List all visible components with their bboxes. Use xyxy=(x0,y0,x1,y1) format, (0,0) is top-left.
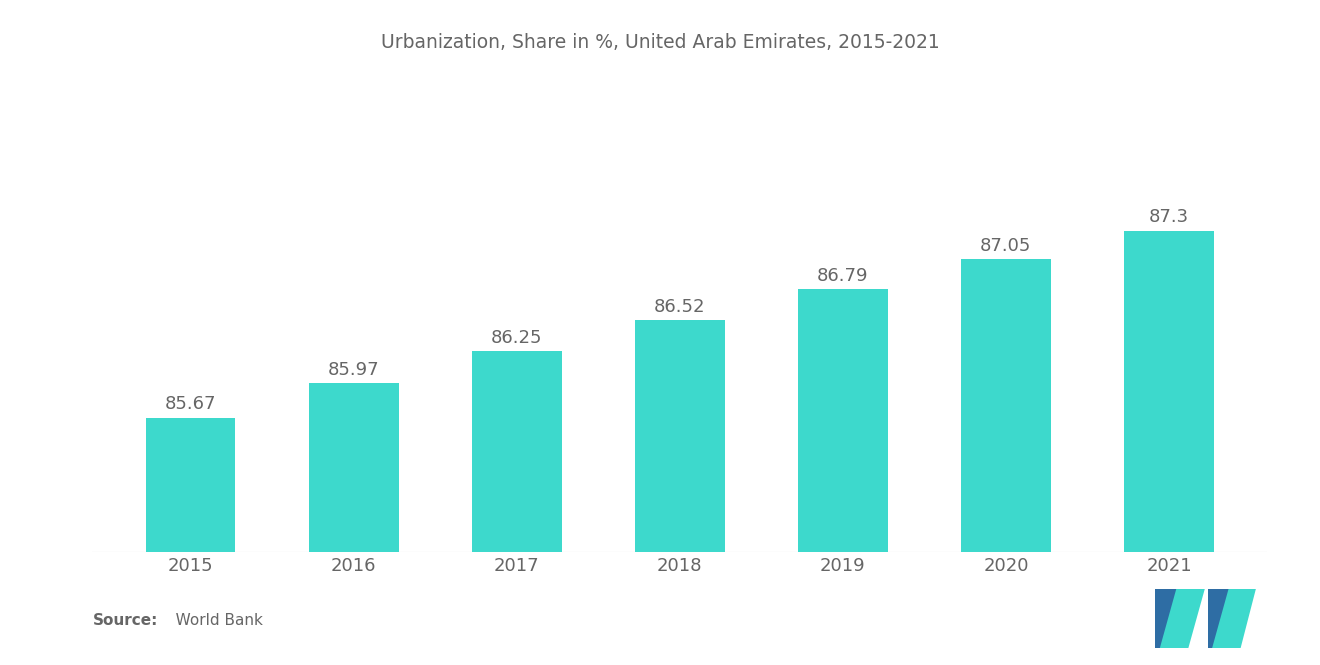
Text: 85.67: 85.67 xyxy=(165,395,216,413)
Polygon shape xyxy=(1212,589,1257,648)
Bar xyxy=(473,351,561,665)
Polygon shape xyxy=(1160,589,1205,648)
Bar xyxy=(635,321,725,665)
Text: 87.05: 87.05 xyxy=(981,237,1032,255)
Text: 86.25: 86.25 xyxy=(491,329,543,346)
Bar xyxy=(1125,231,1214,665)
Text: 85.97: 85.97 xyxy=(327,360,380,379)
Text: Source:: Source: xyxy=(92,613,158,628)
Bar xyxy=(145,418,235,665)
Bar xyxy=(961,259,1051,665)
Bar xyxy=(799,289,887,665)
Text: World Bank: World Bank xyxy=(161,613,263,628)
Bar xyxy=(309,383,399,665)
Polygon shape xyxy=(1209,589,1233,648)
Text: 87.3: 87.3 xyxy=(1148,208,1189,226)
Text: Urbanization, Share in %, United Arab Emirates, 2015-2021: Urbanization, Share in %, United Arab Em… xyxy=(380,33,940,53)
Text: 86.52: 86.52 xyxy=(653,298,706,316)
Text: 86.79: 86.79 xyxy=(817,267,869,285)
Polygon shape xyxy=(1155,589,1181,648)
